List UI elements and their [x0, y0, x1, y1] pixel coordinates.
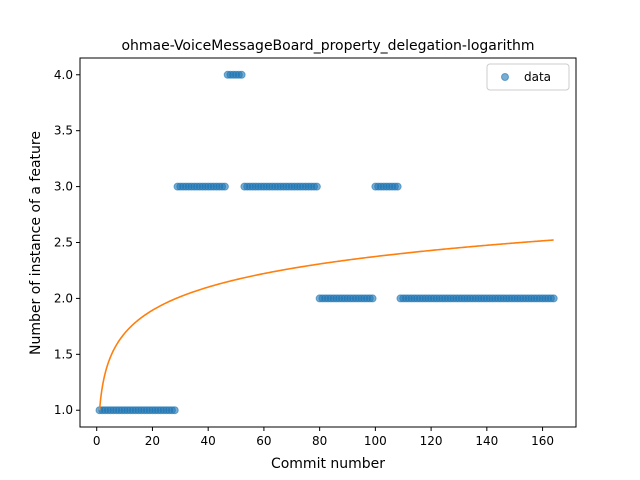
- y-tick-label: 2.0: [54, 291, 73, 305]
- x-tick-label: 120: [420, 434, 443, 448]
- data-point: [237, 70, 246, 79]
- legend-label: data: [524, 70, 551, 84]
- data-point: [170, 406, 179, 415]
- x-tick-label: 100: [364, 434, 387, 448]
- legend-marker: [501, 73, 509, 81]
- data-point: [220, 182, 229, 191]
- data-point: [393, 182, 402, 191]
- legend-box: [486, 63, 570, 91]
- x-tick-label: 160: [531, 434, 554, 448]
- y-tick-label: 2.5: [54, 236, 73, 250]
- data-point: [549, 294, 558, 303]
- y-tick-label: 3.5: [54, 124, 73, 138]
- y-tick-label: 4.0: [54, 68, 73, 82]
- x-tick-label: 20: [145, 434, 160, 448]
- data-point: [368, 294, 377, 303]
- x-tick-label: 40: [201, 434, 216, 448]
- legend: data: [486, 63, 570, 91]
- x-tick-label: 80: [312, 434, 327, 448]
- y-tick-label: 1.0: [54, 403, 73, 417]
- x-tick-label: 140: [475, 434, 498, 448]
- y-tick-label: 1.5: [54, 347, 73, 361]
- chart-title: ohmae-VoiceMessageBoard_property_delegat…: [121, 38, 534, 54]
- plot-area: 0 20 40 60 80 100 120 140 160 1.0 1.5 2.0 2.5 3.0 3.5 4…: [54, 57, 577, 448]
- fit-line: [98, 239, 554, 411]
- data-point: [312, 182, 321, 191]
- x-tick-label: 0: [93, 434, 101, 448]
- y-axis-label: Number of instance of a feature: [28, 131, 44, 355]
- y-tick-label: 3.0: [54, 180, 73, 194]
- x-axis-label: Commit number: [271, 456, 385, 472]
- x-tick-label: 60: [256, 434, 271, 448]
